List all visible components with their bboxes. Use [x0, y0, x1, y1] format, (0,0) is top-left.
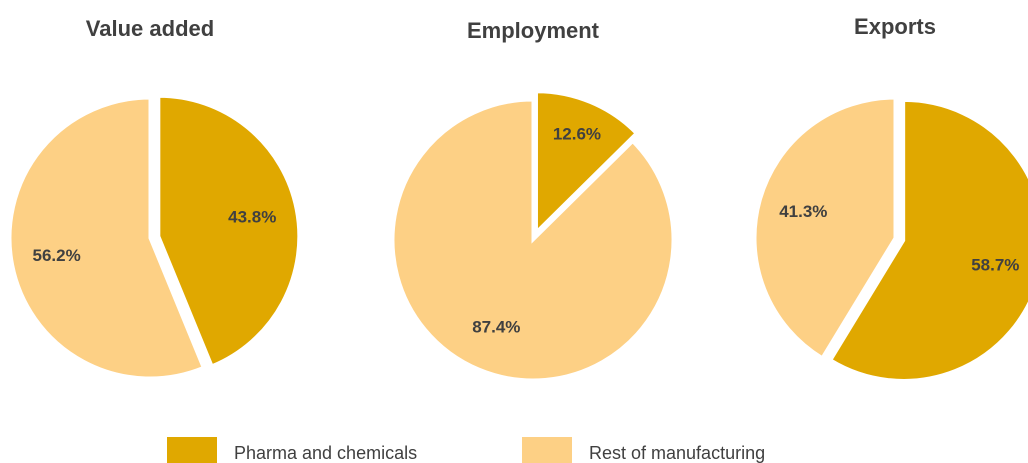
chart-title: Employment	[467, 18, 600, 43]
pie-slice	[753, 96, 897, 360]
data-label: 56.2%	[32, 246, 80, 265]
data-label: 58.7%	[971, 256, 1019, 275]
chart-title: Exports	[854, 14, 936, 39]
data-label: 43.8%	[228, 207, 276, 226]
data-label: 41.3%	[779, 202, 827, 221]
legend-swatch	[167, 437, 217, 463]
pie-slice	[534, 90, 639, 236]
chart-title: Value added	[86, 16, 214, 41]
pie-slice	[8, 96, 206, 380]
data-label: 87.4%	[472, 317, 520, 336]
pie-slice	[391, 98, 675, 382]
legend-label: Rest of manufacturing	[589, 443, 765, 463]
pie-slice	[157, 94, 301, 368]
pie-slice	[828, 98, 1028, 382]
data-label: 12.6%	[553, 124, 601, 143]
legend-label: Pharma and chemicals	[234, 443, 417, 463]
legend-swatch	[522, 437, 572, 463]
